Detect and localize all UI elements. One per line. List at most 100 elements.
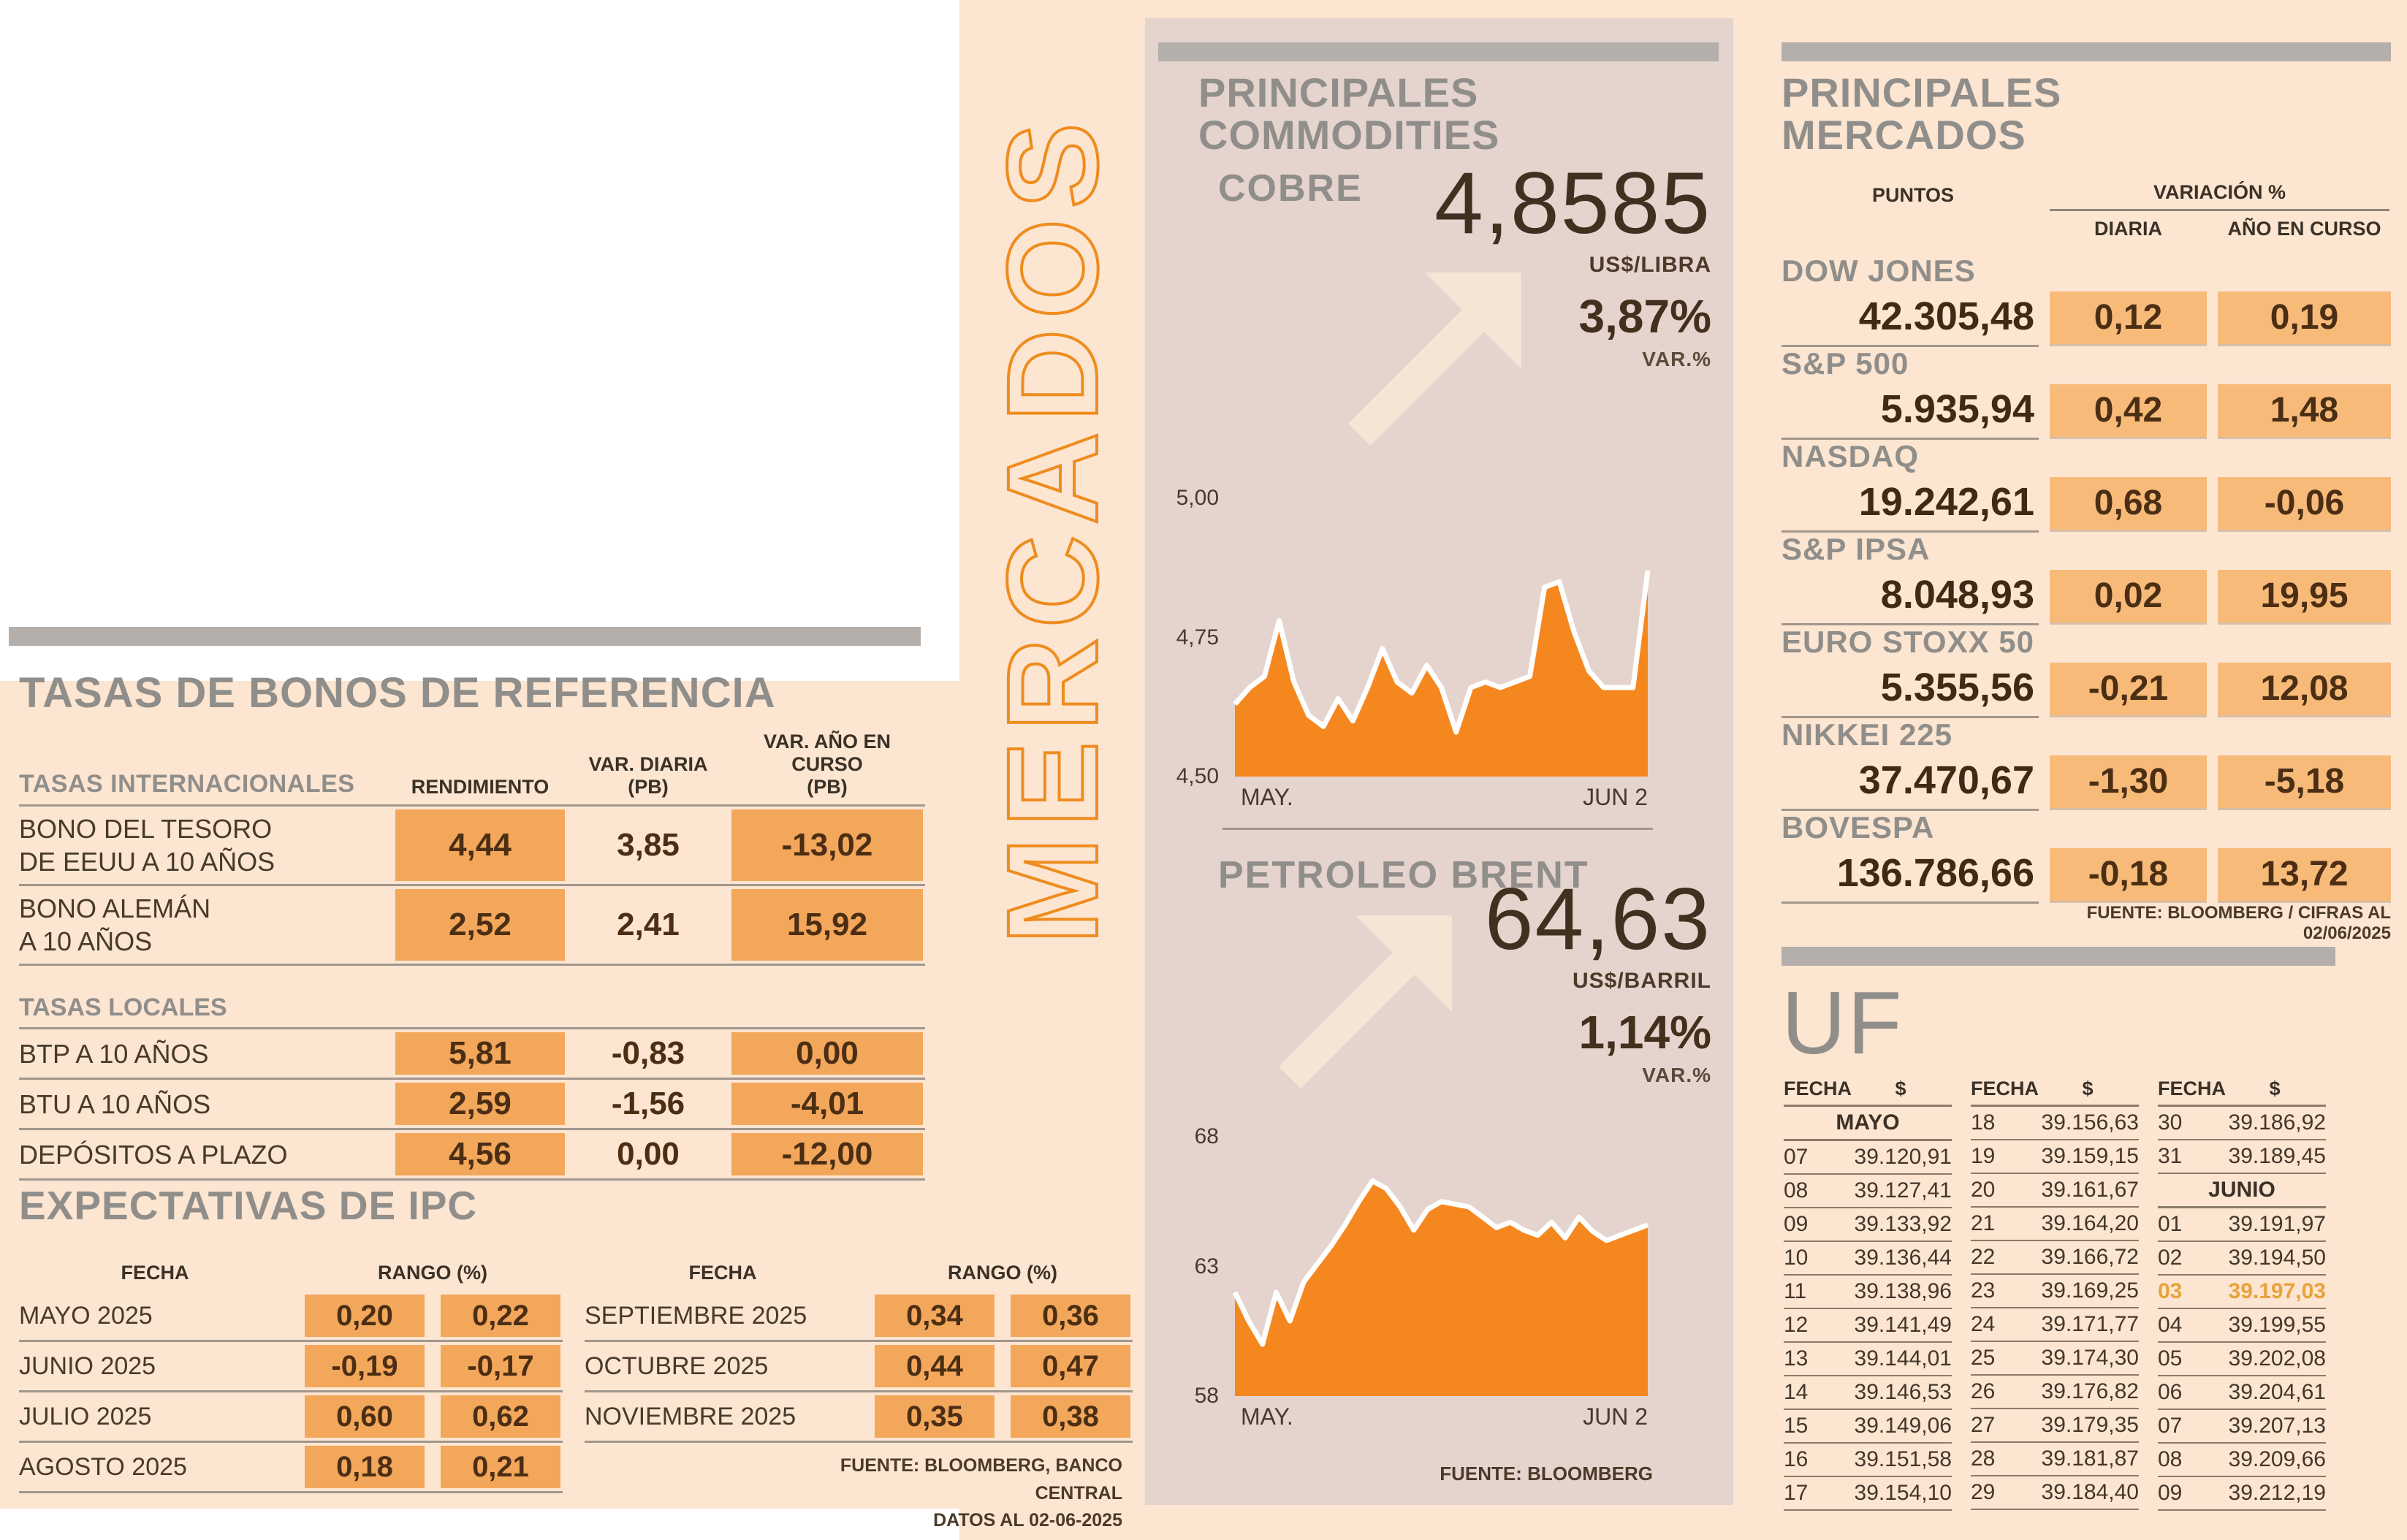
uf-value: 39.189,45 bbox=[2228, 1144, 2326, 1168]
bond-table-row: BTP A 10 AÑOS 5,81 -0,83 0,00 bbox=[19, 1029, 925, 1080]
bond-cell-var-diaria: -0,83 bbox=[611, 1035, 685, 1072]
ipc-cell-range-high: 0,36 bbox=[1011, 1295, 1130, 1337]
uf-value: 39.133,92 bbox=[1854, 1212, 1952, 1236]
uf-day-row: 10 39.136,44 bbox=[1784, 1242, 1952, 1276]
markets-header-puntos: PUNTOS bbox=[1871, 184, 1955, 206]
y-axis-tick: 4,75 bbox=[1176, 625, 1219, 649]
market-index-row: 42.305,48 0,12 0,19 bbox=[1782, 288, 2391, 347]
brent-price-block: 64,63 US$/BARRIL 1,14% VAR.% bbox=[1244, 875, 1711, 1087]
uf-value: 39.202,08 bbox=[2228, 1346, 2326, 1371]
uf-value: 39.194,50 bbox=[2228, 1246, 2326, 1270]
x-axis-label-end: JUN 2 bbox=[1583, 1403, 1648, 1430]
market-index-block: NASDAQ 19.242,61 0,68 -0,06 bbox=[1782, 440, 2391, 533]
uf-day: 09 bbox=[2158, 1481, 2183, 1505]
market-index-row: 5.355,56 -0,21 12,08 bbox=[1782, 659, 2391, 718]
ipc-row-label: NOVIEMBRE 2025 bbox=[585, 1402, 796, 1430]
copper-area-chart bbox=[1233, 570, 1651, 777]
uf-value: 39.176,82 bbox=[2041, 1379, 2139, 1403]
markets-header-variacion: VARIACIÓN % bbox=[2153, 181, 2286, 203]
copper-price-block: 4,8585 US$/LIBRA 3,87% VAR.% bbox=[1244, 159, 1711, 371]
brent-price: 64,63 bbox=[1484, 870, 1711, 968]
ipc-expectations-table-right: FECHA RANGO (%) SEPTIEMBRE 2025 0,34 0,36 OCT… bbox=[585, 1249, 1133, 1443]
market-index-name: NASDAQ bbox=[1782, 439, 1920, 473]
brent-label: PETROLEO BRENT bbox=[1218, 854, 1589, 896]
uf-day: 16 bbox=[1784, 1447, 1809, 1471]
uf-header-valor: $ bbox=[1895, 1077, 1906, 1099]
market-index-daily-change: -1,30 bbox=[2050, 755, 2207, 808]
uf-day: 24 bbox=[1971, 1312, 1996, 1336]
uf-day-row: 31 39.189,45 bbox=[2158, 1140, 2326, 1174]
bond-group-label-local: TASAS LOCALES bbox=[19, 988, 925, 1030]
ipc-cell-range-low: -0,19 bbox=[305, 1345, 425, 1387]
uf-day-row: 01 39.191,97 bbox=[2158, 1208, 2326, 1242]
uf-day-row: 21 39.164,20 bbox=[1971, 1208, 2139, 1241]
market-index-points: 19.242,61 bbox=[1782, 473, 2039, 533]
bond-cell-rendimiento: 2,52 bbox=[395, 889, 565, 961]
uf-day-row: 08 39.209,66 bbox=[2158, 1444, 2326, 1477]
uf-value: 39.204,61 bbox=[2228, 1380, 2326, 1404]
market-index-ytd-change: 0,19 bbox=[2218, 291, 2391, 344]
market-index-name: EURO STOXX 50 bbox=[1782, 625, 2035, 659]
market-index-block: BOVESPA 136.786,66 -0,18 13,72 bbox=[1782, 811, 2391, 904]
bond-cell-rendimiento: 4,56 bbox=[395, 1133, 565, 1176]
commodities-source: FUENTE: BLOOMBERG bbox=[1440, 1463, 1653, 1484]
x-axis-label-end: JUN 2 bbox=[1583, 784, 1648, 810]
markets-index-list: DOW JONES 42.305,48 0,12 0,19 S&P 500 5.935,9… bbox=[1782, 254, 2391, 904]
ipc-table-header: FECHA RANGO (%) bbox=[19, 1249, 563, 1292]
bond-rates-table: TASAS INTERNACIONALES RENDIMIENTO VAR. DIA… bbox=[19, 731, 925, 1181]
market-index-points: 136.786,66 bbox=[1782, 845, 2039, 904]
x-axis-label-start: MAY. bbox=[1241, 1403, 1293, 1430]
market-index-points: 5.355,56 bbox=[1782, 659, 2039, 718]
uf-value: 39.181,87 bbox=[2041, 1446, 2139, 1471]
ipc-table-row: OCTUBRE 2025 0,44 0,47 bbox=[585, 1342, 1133, 1392]
uf-header-fecha: FECHA bbox=[2158, 1077, 2226, 1099]
copper-unit: US$/LIBRA bbox=[1589, 253, 1711, 277]
ipc-cell-range-low: 0,34 bbox=[875, 1295, 995, 1337]
ipc-expectations-table-left: FECHA RANGO (%) MAYO 2025 0,20 0,22 JUNIO 202… bbox=[19, 1249, 563, 1493]
markets-header-ano: AÑO EN CURSO bbox=[2227, 218, 2381, 240]
uf-day-row: 04 39.199,55 bbox=[2158, 1309, 2326, 1343]
uf-day: 27 bbox=[1971, 1413, 1996, 1437]
ipc-row-label: AGOSTO 2025 bbox=[19, 1452, 187, 1481]
uf-value: 39.209,66 bbox=[2228, 1447, 2326, 1471]
uf-value: 39.174,30 bbox=[2041, 1346, 2139, 1370]
uf-value: 39.166,72 bbox=[2041, 1245, 2139, 1269]
brent-area-chart bbox=[1232, 1178, 1649, 1396]
markets-header-underline bbox=[2050, 209, 2389, 211]
uf-month-row: JUNIO bbox=[2158, 1174, 2326, 1208]
market-index-row: 5.935,94 0,42 1,48 bbox=[1782, 381, 2391, 440]
market-index-name: DOW JONES bbox=[1782, 254, 1976, 288]
uf-value: 39.144,01 bbox=[1854, 1346, 1952, 1371]
markets-source: FUENTE: BLOOMBERG / CIFRAS AL 02/06/2025 bbox=[2086, 903, 2391, 943]
uf-day-row: 05 39.202,08 bbox=[2158, 1343, 2326, 1376]
uf-value: 39.156,63 bbox=[2041, 1110, 2139, 1135]
markets-section-bar bbox=[1782, 42, 2391, 61]
market-index-row: 136.786,66 -0,18 13,72 bbox=[1782, 845, 2391, 904]
market-index-ytd-change: -0,06 bbox=[2218, 476, 2391, 530]
market-index-row: 37.470,67 -1,30 -5,18 bbox=[1782, 752, 2391, 811]
bond-group-label-international: TASAS INTERNACIONALES bbox=[19, 770, 355, 798]
copper-change: 3,87% bbox=[1578, 290, 1711, 343]
market-index-points: 37.470,67 bbox=[1782, 752, 2039, 811]
brent-unit: US$/BARRIL bbox=[1572, 969, 1711, 993]
markets-title: PRINCIPALES MERCADOS bbox=[1782, 69, 2062, 159]
ipc-cell-range-high: 0,47 bbox=[1011, 1345, 1130, 1387]
uf-title: UF bbox=[1782, 973, 1904, 1072]
uf-day-row: 18 39.156,63 bbox=[1971, 1107, 2139, 1140]
uf-header-fecha: FECHA bbox=[1784, 1077, 1852, 1099]
market-index-daily-change: 0,68 bbox=[2050, 476, 2207, 530]
uf-day-row: 09 39.133,92 bbox=[1784, 1208, 1952, 1242]
bond-cell-rendimiento: 5,81 bbox=[395, 1032, 565, 1075]
y-axis-tick: 68 bbox=[1194, 1124, 1219, 1148]
ipc-row-label: MAYO 2025 bbox=[19, 1301, 153, 1330]
uf-value: 39.186,92 bbox=[2228, 1110, 2326, 1135]
vertical-section-title-text: MERCADOS bbox=[980, 111, 1126, 946]
ipc-section-title: EXPECTATIVAS DE IPC bbox=[19, 1183, 478, 1228]
uf-day-row: 14 39.146,53 bbox=[1784, 1376, 1952, 1410]
uf-day-row: 30 39.186,92 bbox=[2158, 1107, 2326, 1140]
bond-cell-var-diaria: -1,56 bbox=[611, 1086, 685, 1122]
uf-value: 39.161,67 bbox=[2041, 1178, 2139, 1202]
uf-day: 26 bbox=[1971, 1379, 1996, 1403]
uf-header-valor: $ bbox=[2269, 1077, 2281, 1099]
uf-day-row: 09 39.212,19 bbox=[2158, 1477, 2326, 1511]
